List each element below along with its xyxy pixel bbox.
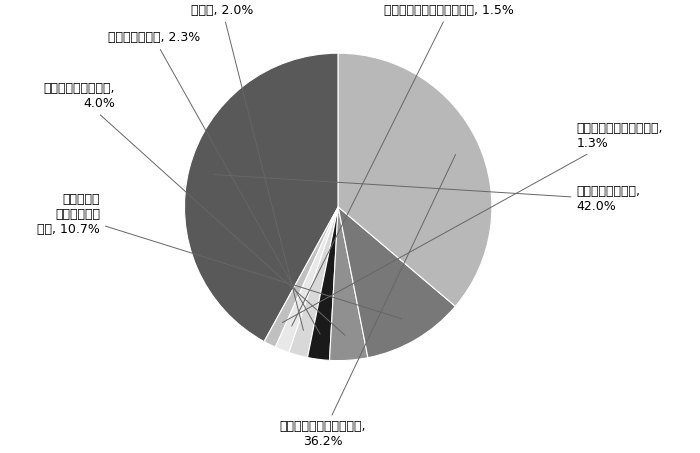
Text: 特に何もしない, 2.3%: 特に何もしない, 2.3% [108,31,320,334]
Text: お花以外の
プレゼントを
贈る, 10.7%: お花以外の プレゼントを 贈る, 10.7% [37,193,402,319]
Wedge shape [338,207,456,358]
Text: メッセージ・手紙を贈る,
1.3%: メッセージ・手紙を贈る, 1.3% [282,122,663,323]
Text: その他, 2.0%: その他, 2.0% [191,4,303,330]
Text: お花とプレゼントを贈る,
36.2%: お花とプレゼントを贈る, 36.2% [279,154,456,448]
Text: お花をプレゼント,
42.0%: お花をプレゼント, 42.0% [214,174,640,213]
Wedge shape [264,207,338,347]
Wedge shape [289,207,338,357]
Text: 一緒の時間を過ごす,
4.0%: 一緒の時間を過ごす, 4.0% [44,82,345,335]
Wedge shape [330,207,368,361]
Wedge shape [307,207,338,360]
Wedge shape [338,53,492,306]
Text: お小遣い・ギフト券を贈る, 1.5%: お小遣い・ギフト券を贈る, 1.5% [292,4,514,326]
Wedge shape [185,53,338,342]
Wedge shape [275,207,338,352]
